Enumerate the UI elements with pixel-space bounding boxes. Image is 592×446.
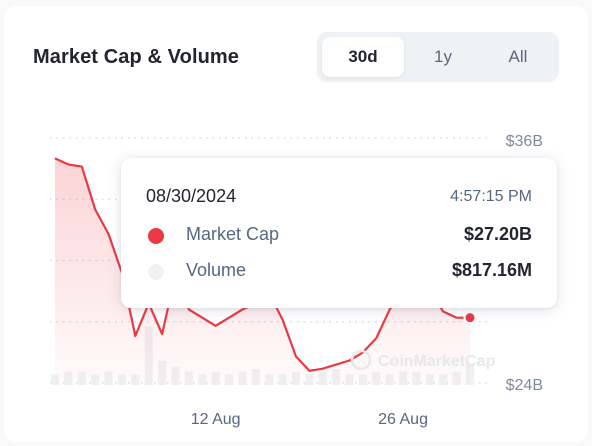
volume-dot-icon (148, 264, 164, 280)
tab-30d[interactable]: 30d (322, 37, 404, 77)
tooltip-label-market-cap: Market Cap (186, 224, 280, 244)
current-point-marker (463, 311, 477, 325)
chart-title: Market Cap & Volume (33, 46, 240, 68)
tooltip-value-volume: $817.16M (451, 260, 532, 280)
tooltip-label-volume: Volume (186, 260, 247, 280)
tooltip-row-market-cap: Market Cap $27.20B (146, 224, 532, 248)
watermark: CoinMarketCap (350, 349, 496, 371)
time-range-tabs: 30d 1y All (317, 32, 559, 82)
x-tick-label-12-aug: 12 Aug (191, 411, 241, 428)
y-tick-label-top: $36B (506, 133, 543, 150)
watermark-text: CoinMarketCap (378, 353, 496, 370)
tooltip-value-market-cap: $27.20B (463, 224, 532, 244)
x-tick-label-26-aug: 26 Aug (378, 411, 428, 428)
tab-1y[interactable]: 1y (434, 47, 452, 66)
tooltip-time: 4:57:15 PM (450, 188, 532, 205)
chart-tooltip: 08/30/2024 4:57:15 PM Market Cap $27.20B… (121, 158, 557, 308)
tab-all[interactable]: All (508, 47, 528, 66)
tooltip-row-volume: Volume $817.16M (146, 260, 532, 284)
market-cap-dot-icon (148, 228, 164, 244)
y-tick-label-bottom: $24B (506, 377, 543, 394)
tooltip-date: 08/30/2024 (146, 186, 237, 206)
